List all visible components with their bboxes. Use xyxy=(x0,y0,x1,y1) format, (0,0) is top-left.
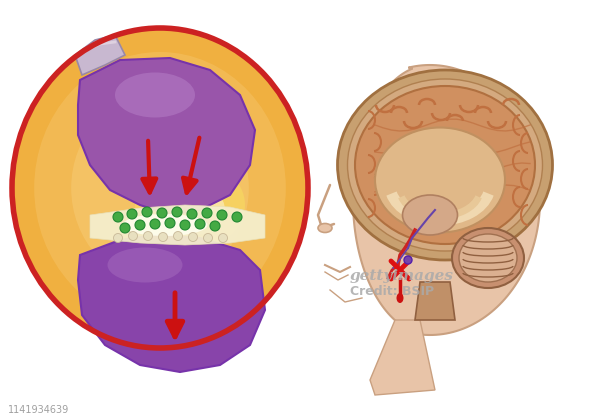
Circle shape xyxy=(127,209,137,219)
Circle shape xyxy=(143,231,152,241)
Text: Credit: BSIP: Credit: BSIP xyxy=(350,285,434,298)
Polygon shape xyxy=(78,58,255,215)
Ellipse shape xyxy=(135,160,245,250)
Circle shape xyxy=(113,234,122,242)
Circle shape xyxy=(165,218,175,228)
Circle shape xyxy=(187,209,197,219)
Polygon shape xyxy=(90,205,265,245)
Ellipse shape xyxy=(452,228,524,288)
Polygon shape xyxy=(78,235,265,372)
Circle shape xyxy=(157,208,167,218)
Circle shape xyxy=(113,212,123,222)
Ellipse shape xyxy=(12,28,308,348)
Ellipse shape xyxy=(397,293,403,303)
Circle shape xyxy=(204,234,212,242)
Ellipse shape xyxy=(508,194,528,226)
Circle shape xyxy=(180,220,190,230)
Circle shape xyxy=(159,233,168,241)
Circle shape xyxy=(172,207,182,217)
Ellipse shape xyxy=(459,234,517,282)
Ellipse shape xyxy=(355,86,535,244)
Ellipse shape xyxy=(348,79,542,251)
Text: gettyimages: gettyimages xyxy=(350,269,454,283)
Circle shape xyxy=(232,212,242,222)
Ellipse shape xyxy=(375,128,505,233)
Circle shape xyxy=(173,231,182,241)
Circle shape xyxy=(218,234,228,242)
Ellipse shape xyxy=(71,92,249,284)
Circle shape xyxy=(217,210,227,220)
Circle shape xyxy=(202,208,212,218)
Ellipse shape xyxy=(115,73,195,118)
Circle shape xyxy=(195,219,205,229)
Circle shape xyxy=(129,231,138,241)
Ellipse shape xyxy=(403,195,458,235)
Circle shape xyxy=(404,256,412,264)
Circle shape xyxy=(150,219,160,229)
Text: 1141934639: 1141934639 xyxy=(8,405,69,415)
Ellipse shape xyxy=(337,70,553,260)
Ellipse shape xyxy=(318,223,332,233)
Ellipse shape xyxy=(165,185,225,235)
Circle shape xyxy=(210,221,220,231)
Circle shape xyxy=(120,223,130,233)
Ellipse shape xyxy=(34,52,286,324)
Circle shape xyxy=(188,233,198,241)
Polygon shape xyxy=(75,35,125,75)
Polygon shape xyxy=(415,282,455,320)
Ellipse shape xyxy=(108,247,182,283)
Polygon shape xyxy=(370,320,435,395)
Circle shape xyxy=(135,220,145,230)
Circle shape xyxy=(142,207,152,217)
Ellipse shape xyxy=(122,214,207,236)
Polygon shape xyxy=(353,65,540,335)
